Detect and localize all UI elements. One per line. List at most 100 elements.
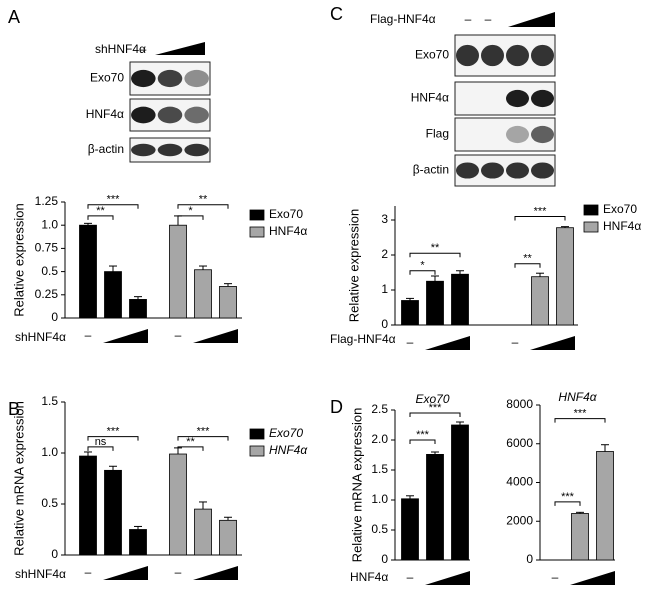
x-tick-label: – — [407, 335, 414, 349]
y-tick-label: 0 — [526, 552, 533, 566]
bar — [79, 224, 97, 319]
x-tick-label: – — [552, 570, 559, 584]
legend-swatch — [249, 445, 265, 457]
lane-label: – — [140, 42, 147, 56]
significance-bracket — [87, 215, 114, 220]
y-tick-label: 2.5 — [371, 402, 388, 416]
dose-triangle — [193, 329, 238, 343]
x-axis-label: Flag-HNF4α — [330, 332, 396, 346]
significance-label: ** — [96, 205, 105, 217]
blot-band — [131, 69, 156, 88]
row-label: β-actin — [88, 142, 124, 156]
y-tick-label: 4000 — [506, 475, 533, 489]
y-tick-label: 0.75 — [35, 241, 59, 255]
panel-label: D — [330, 397, 343, 417]
x-axis-label: shHNF4α — [15, 330, 66, 344]
blot-band — [481, 44, 504, 67]
bar — [596, 451, 614, 561]
bar — [401, 300, 419, 326]
bar — [451, 424, 469, 561]
y-axis-label: Relative mRNA expression — [349, 408, 364, 563]
x-tick-label: – — [175, 565, 182, 579]
x-axis-label: HNF4α — [350, 570, 388, 584]
y-tick-label: 0.5 — [41, 264, 58, 278]
bar — [401, 498, 419, 561]
dose-triangle — [508, 12, 555, 27]
significance-bracket — [177, 436, 229, 441]
significance-bracket — [177, 446, 204, 451]
legend-label: HNF4α — [603, 219, 641, 233]
chart-title: HNF4α — [558, 390, 597, 404]
significance-label: *** — [107, 426, 121, 438]
significance-bracket — [409, 412, 461, 417]
y-tick-label: 0 — [51, 310, 58, 324]
bar — [531, 276, 549, 326]
bar — [169, 453, 187, 556]
row-label: HNF4α — [411, 91, 449, 105]
bar — [571, 513, 589, 561]
significance-label: *** — [534, 205, 548, 217]
y-tick-label: 1.0 — [41, 445, 58, 459]
row-label: Exo70 — [90, 71, 124, 85]
significance-bracket — [177, 215, 204, 220]
significance-label: ** — [523, 253, 532, 265]
significance-bracket — [554, 418, 606, 423]
chart-title: Exo70 — [415, 392, 449, 406]
y-tick-label: 1.5 — [41, 394, 58, 408]
y-tick-label: 0 — [381, 317, 388, 331]
bar — [169, 224, 187, 319]
legend-swatch — [583, 204, 599, 216]
x-tick-label: – — [407, 570, 414, 584]
blot-band — [184, 143, 209, 157]
bar — [219, 286, 237, 319]
dose-triangle — [425, 571, 470, 585]
significance-bracket — [554, 501, 581, 506]
y-axis-label: Relative expression — [11, 203, 26, 316]
y-tick-label: 0.5 — [41, 496, 58, 510]
y-tick-label: 6000 — [506, 436, 533, 450]
significance-bracket — [409, 270, 436, 275]
blot-band — [184, 106, 209, 124]
significance-label: ** — [431, 242, 440, 254]
row-label: β-actin — [413, 163, 449, 177]
dose-triangle — [103, 566, 148, 580]
dose-triangle — [155, 42, 205, 55]
blot-band — [531, 44, 554, 67]
blot-band — [506, 125, 529, 144]
panel-label: C — [330, 4, 343, 24]
legend-swatch — [249, 209, 265, 221]
bar — [104, 469, 122, 556]
lane-label: – — [485, 12, 492, 26]
bar — [104, 271, 122, 319]
significance-bracket — [177, 204, 229, 209]
x-axis-label: shHNF4α — [15, 567, 66, 581]
y-tick-label: 0.25 — [35, 287, 59, 301]
blot-band — [481, 162, 504, 179]
blot-band — [531, 162, 554, 179]
y-tick-label: 2000 — [506, 513, 533, 527]
treatment-label: shHNF4α — [95, 42, 146, 56]
dose-triangle — [425, 336, 470, 350]
significance-label: *** — [561, 491, 575, 503]
x-tick-label: – — [175, 328, 182, 342]
bar — [556, 227, 574, 326]
bar — [426, 453, 444, 561]
blot-band — [531, 89, 554, 108]
dose-triangle — [103, 329, 148, 343]
blot-band — [157, 143, 183, 157]
dose-triangle — [570, 571, 615, 585]
significance-label: *** — [574, 407, 588, 419]
blot-band — [506, 44, 529, 67]
legend-label: Exo70 — [269, 426, 303, 440]
y-axis-label: Relative expression — [346, 209, 361, 322]
bar — [194, 508, 212, 556]
x-tick-label: – — [512, 335, 519, 349]
y-tick-label: 2.0 — [371, 432, 388, 446]
bar — [129, 529, 147, 556]
row-label: HNF4α — [86, 107, 124, 121]
significance-label: *** — [197, 426, 211, 438]
y-tick-label: 1.0 — [41, 217, 58, 231]
blot-band — [506, 89, 529, 108]
blot-band — [456, 44, 479, 67]
